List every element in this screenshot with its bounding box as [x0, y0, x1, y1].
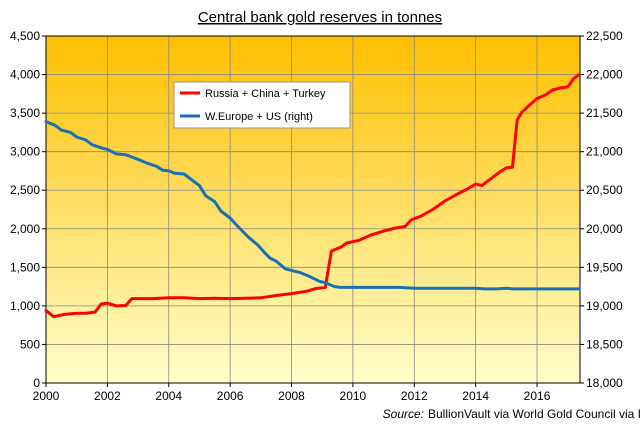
- legend: Russia + China + Turkey W.Europe + US (r…: [173, 81, 351, 129]
- series-line-russia-china-turkey: [44, 73, 581, 319]
- x-axis-ticks: 2000 2002 2004 2006 2008 2010 2012 2014 2016: [33, 383, 551, 403]
- x-tick-label: 2016: [524, 389, 551, 403]
- x-tick-label: 2004: [155, 389, 182, 403]
- right-tick-label: 18,000: [586, 376, 623, 390]
- right-tick-label: 20,500: [586, 183, 623, 197]
- x-tick-label: 2014: [462, 389, 489, 403]
- source-text: BullionVault via World Gold Council via …: [428, 407, 640, 421]
- right-tick-label: 20,000: [586, 222, 623, 236]
- chart-title: Central bank gold reserves in tonnes: [198, 9, 442, 26]
- right-tick-label: 21,000: [586, 145, 623, 159]
- series-line-weurope-us: [44, 120, 581, 291]
- x-tick-label: 2002: [94, 389, 121, 403]
- source-label: Source:: [383, 407, 424, 421]
- legend-label-weurope-us: W.Europe + US (right): [205, 111, 313, 123]
- right-tick-label: 18,500: [586, 337, 623, 351]
- left-tick-label: 1,500: [10, 260, 40, 274]
- right-tick-label: 19,000: [586, 299, 623, 313]
- legend-label-russia-china-turkey: Russia + China + Turkey: [205, 88, 326, 100]
- left-tick-label: 1,000: [10, 299, 40, 313]
- left-axis-ticks: 0 500 1,000 1,500 2,000 2,500 3,000 3,500 4,000 4…: [10, 29, 46, 390]
- left-tick-label: 0: [33, 376, 40, 390]
- x-tick-label: 2008: [278, 389, 305, 403]
- left-tick-label: 3,000: [10, 145, 40, 159]
- left-tick-label: 4,500: [10, 29, 40, 43]
- x-tick-label: 2010: [340, 389, 367, 403]
- left-tick-label: 2,500: [10, 183, 40, 197]
- x-tick-label: 2012: [401, 389, 428, 403]
- left-tick-label: 3,500: [10, 106, 40, 120]
- axes: [45, 35, 581, 384]
- legend-box: [173, 81, 351, 129]
- left-tick-label: 500: [20, 337, 40, 351]
- series-lines: [44, 73, 581, 319]
- right-tick-label: 22,000: [586, 68, 623, 82]
- left-tick-label: 2,000: [10, 222, 40, 236]
- x-tick-label: 2000: [33, 389, 60, 403]
- right-tick-label: 21,500: [586, 106, 623, 120]
- right-tick-label: 22,500: [586, 29, 623, 43]
- left-tick-label: 4,000: [10, 68, 40, 82]
- plot-frame: [45, 35, 581, 384]
- right-axis-ticks: 18,000 18,500 19,000 19,500 20,000 20,500 21,0…: [580, 29, 623, 390]
- x-tick-label: 2006: [217, 389, 244, 403]
- right-tick-label: 19,500: [586, 260, 623, 274]
- gridlines: [46, 36, 580, 383]
